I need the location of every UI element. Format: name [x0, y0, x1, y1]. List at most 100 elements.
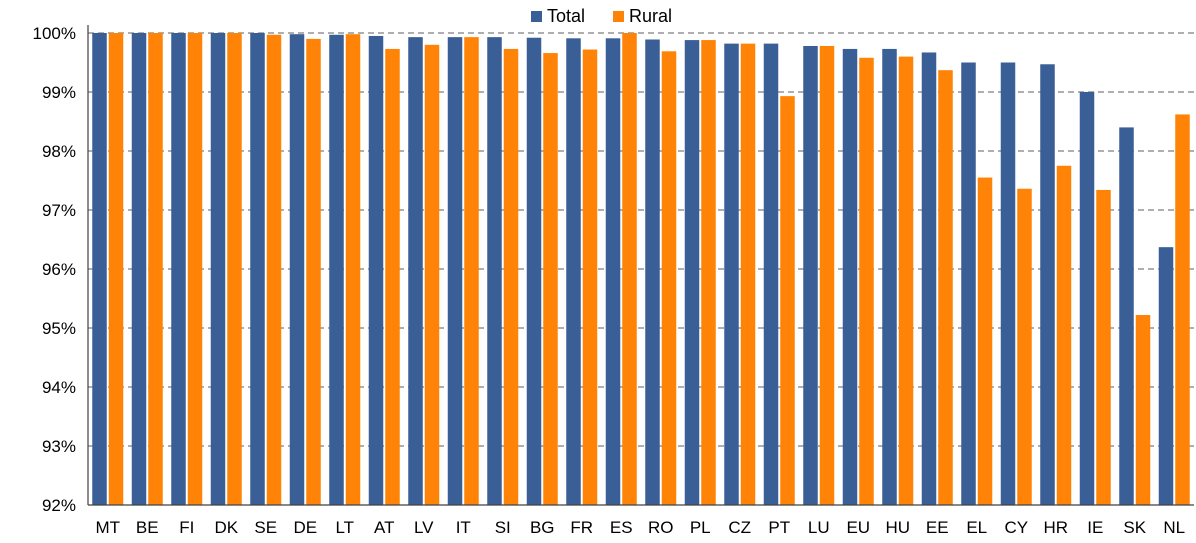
bar-rural-cz — [740, 43, 756, 506]
bar-rural-pl — [701, 40, 716, 505]
x-tick-label: IE — [1087, 518, 1103, 537]
y-tick-label: 97% — [42, 201, 76, 220]
bar-total-nl — [1158, 247, 1174, 506]
y-tick-label: 96% — [42, 260, 76, 279]
bar-rural-fi — [187, 33, 203, 505]
bar-total-mt — [92, 33, 107, 505]
bar-rural-es — [622, 33, 637, 505]
bar-total-lt — [329, 34, 344, 506]
bar-total-ee — [921, 52, 937, 505]
bar-rural-cy — [1017, 188, 1032, 505]
bar-rural-lt — [345, 34, 361, 506]
x-tick-label: RO — [648, 518, 674, 537]
bar-total-be — [131, 33, 147, 505]
bar-rural-ie — [1096, 189, 1111, 505]
bars — [92, 33, 1190, 506]
bar-rural-at — [385, 48, 400, 506]
x-tick-label: LT — [335, 518, 354, 537]
bar-rural-nl — [1175, 114, 1190, 506]
bar-rural-lv — [424, 44, 440, 506]
bar-rural-pt — [780, 96, 795, 505]
bar-total-cy — [1000, 62, 1016, 505]
x-tick-label: CY — [1004, 518, 1028, 537]
x-tick-label: ES — [610, 518, 633, 537]
bar-rural-ro — [661, 51, 677, 505]
bar-rural-be — [148, 33, 163, 505]
bar-total-fi — [171, 33, 186, 505]
y-tick-label: 94% — [42, 378, 76, 397]
bar-rural-sk — [1135, 315, 1151, 505]
x-tick-label: SE — [254, 518, 277, 537]
bar-total-es — [605, 38, 621, 506]
y-axis: 92% 93% 94% 95% 96% 97% 98% 99% 100% — [33, 24, 89, 515]
bar-rural-si — [503, 48, 519, 506]
bar-total-hu — [882, 48, 897, 506]
bar-total-fr — [566, 38, 581, 506]
bar-total-cz — [724, 43, 739, 506]
y-tick-label: 93% — [42, 437, 76, 456]
bar-total-de — [289, 34, 305, 506]
bar-total-pt — [763, 43, 779, 506]
x-tick-label: SK — [1123, 518, 1146, 537]
x-tick-label: PL — [690, 518, 711, 537]
bar-rural-lu — [819, 45, 835, 505]
x-tick-label: IT — [456, 518, 471, 537]
bar-total-si — [487, 37, 502, 505]
bar-total-bg — [526, 37, 542, 505]
bar-rural-hu — [898, 56, 914, 505]
x-tick-label: HU — [885, 518, 910, 537]
legend-swatch-total — [531, 11, 542, 22]
bar-rural-eu — [859, 57, 874, 505]
x-tick-label: CZ — [728, 518, 751, 537]
x-tick-label: HR — [1043, 518, 1068, 537]
legend-swatch-rural — [613, 11, 624, 22]
bar-rural-el — [977, 177, 993, 506]
bar-total-hr — [1040, 64, 1055, 506]
x-tick-label: BG — [530, 518, 555, 537]
y-tick-label: 99% — [42, 83, 76, 102]
bar-total-it — [447, 37, 463, 505]
bar-rural-it — [464, 37, 479, 505]
bar-total-pl — [684, 40, 700, 505]
legend: Total Rural — [531, 6, 672, 26]
bar-total-ie — [1079, 92, 1095, 505]
x-tick-label: BE — [136, 518, 159, 537]
bar-total-lv — [408, 37, 423, 505]
bar-rural-fr — [582, 49, 598, 506]
x-tick-label: PT — [768, 518, 790, 537]
x-tick-label: LU — [808, 518, 830, 537]
bar-total-lu — [803, 45, 818, 505]
x-tick-label: DE — [293, 518, 317, 537]
bar-total-eu — [842, 48, 858, 506]
x-tick-label: EL — [966, 518, 987, 537]
bar-rural-se — [266, 34, 282, 506]
x-tick-label: AT — [374, 518, 394, 537]
y-tick-label: 100% — [33, 24, 76, 43]
bar-rural-hr — [1056, 165, 1072, 505]
bar-rural-mt — [108, 33, 124, 505]
bar-total-el — [961, 62, 976, 505]
x-tick-label: NL — [1163, 518, 1185, 537]
bar-total-ro — [645, 39, 660, 506]
x-axis: MT BE FI DK SE DE LT AT LV IT SI BG FR ES RO PL CZ PT LU EU… — [88, 504, 1194, 537]
bar-rural-bg — [543, 53, 558, 506]
y-tick-label: 92% — [42, 496, 76, 515]
legend-label-rural: Rural — [629, 6, 672, 26]
x-tick-label: DK — [214, 518, 238, 537]
x-tick-label: EU — [846, 518, 870, 537]
bar-total-at — [368, 35, 384, 505]
bar-total-sk — [1119, 127, 1134, 506]
y-tick-label: 98% — [42, 142, 76, 161]
x-tick-label: FR — [570, 518, 593, 537]
x-tick-label: LV — [414, 518, 434, 537]
bar-total-dk — [210, 33, 226, 505]
legend-label-total: Total — [547, 6, 585, 26]
x-tick-label: MT — [95, 518, 120, 537]
x-tick-label: EE — [926, 518, 949, 537]
x-tick-label: FI — [179, 518, 194, 537]
bar-rural-de — [306, 38, 321, 506]
bar-total-se — [250, 33, 265, 505]
bar-rural-dk — [227, 33, 242, 505]
x-tick-label: SI — [495, 518, 511, 537]
